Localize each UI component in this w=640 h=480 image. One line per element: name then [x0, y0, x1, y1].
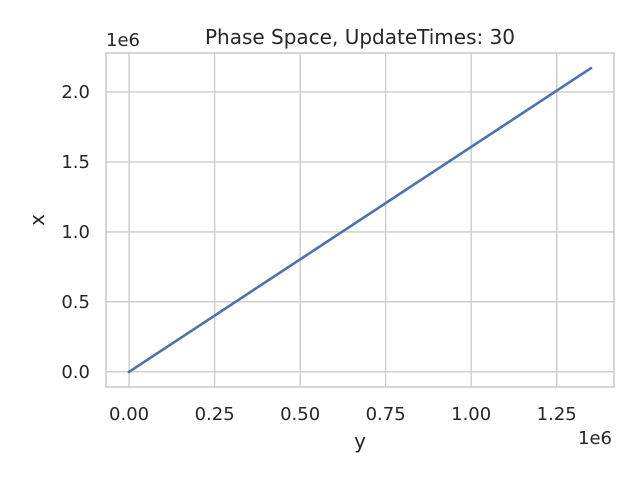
- x-tick-label: 0.50: [280, 404, 320, 425]
- series-line: [127, 66, 593, 374]
- y-tick-label: 2.0: [61, 82, 90, 103]
- x-tick-label: 0.25: [195, 404, 235, 425]
- y-ticks: 0.0 0.5 1.0 1.5 2.0: [61, 82, 90, 383]
- y-axis-offset-label: 1e6: [106, 30, 140, 51]
- y-tick-label: 0.5: [61, 292, 90, 313]
- grid: [106, 53, 614, 387]
- x-tick-label: 1.25: [537, 404, 577, 425]
- y-tick-label: 1.5: [61, 152, 90, 173]
- x-tick-label: 0.75: [366, 404, 406, 425]
- x-axis-label: y: [354, 429, 366, 453]
- series-layer: [127, 66, 593, 374]
- x-axis-offset-label: 1e6: [578, 428, 612, 449]
- y-axis-label: x: [25, 214, 49, 226]
- y-tick-label: 1.0: [61, 222, 90, 243]
- x-tick-label: 1.00: [451, 404, 491, 425]
- y-tick-label: 0.0: [61, 362, 90, 383]
- chart-title: Phase Space, UpdateTimes: 30: [205, 25, 515, 49]
- x-ticks: 0.00 0.25 0.50 0.75 1.00 1.25: [109, 404, 577, 425]
- x-tick-label: 0.00: [109, 404, 149, 425]
- plot-frame: [105, 52, 615, 388]
